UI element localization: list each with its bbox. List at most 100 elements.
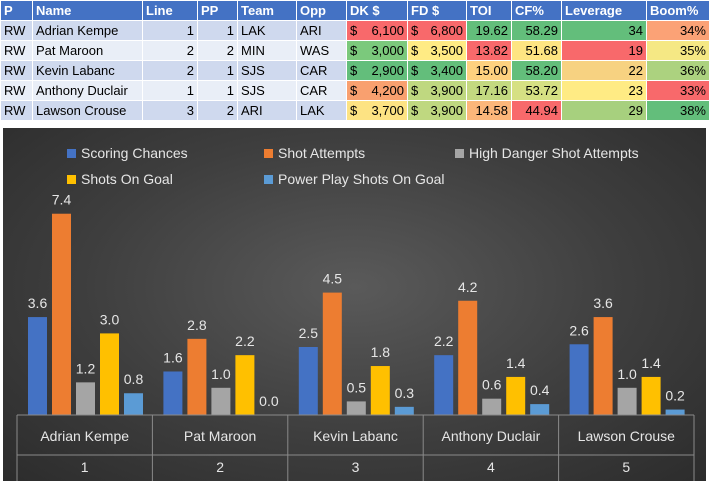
data-label: 2.5: [299, 325, 319, 341]
data-label: 0.8: [124, 371, 144, 387]
header-p[interactable]: P: [0, 0, 33, 21]
legend-label: Power Play Shots On Goal: [278, 171, 445, 187]
bar[interactable]: [370, 366, 390, 415]
category-label: Pat Maroon: [184, 428, 256, 444]
bar[interactable]: [52, 213, 71, 415]
bar[interactable]: [569, 344, 589, 415]
cell-cf: 44.94: [511, 100, 562, 121]
cell-pp: 2: [197, 40, 238, 61]
bar[interactable]: [76, 382, 95, 415]
header-toi[interactable]: TOI: [466, 0, 512, 21]
data-label: 0.2: [665, 388, 685, 404]
cell-dk: $6,100: [346, 20, 408, 41]
legend-label: Shot Attempts: [278, 145, 366, 161]
legend-swatch: [67, 148, 76, 158]
cell-boom: 33%: [646, 80, 709, 101]
legend-item[interactable]: Scoring Chances: [67, 145, 188, 161]
data-label: 3.6: [28, 295, 48, 311]
currency-symbol: $: [411, 63, 419, 78]
cell-cf: 58.29: [511, 20, 562, 41]
cell-opp: ARI: [296, 20, 347, 41]
cell-opp: LAK: [296, 100, 347, 121]
cell-fd: $6,800: [407, 20, 467, 41]
table-row[interactable]: RW Adrian Kempe 1 1 LAK ARI $6,100 $6,800 19.62 5…: [0, 20, 709, 41]
header-pp[interactable]: PP: [197, 0, 238, 21]
data-label: 3.0: [100, 311, 120, 327]
bar[interactable]: [394, 406, 414, 415]
cell-team: MIN: [237, 40, 297, 61]
cell-position: RW: [0, 20, 33, 41]
bar[interactable]: [322, 292, 342, 415]
currency-symbol: $: [350, 63, 358, 78]
bar[interactable]: [530, 404, 550, 415]
cell-line: 1: [142, 20, 198, 41]
data-label: 2.8: [187, 317, 207, 333]
header-dk[interactable]: DK $: [346, 0, 408, 21]
cell-line: 2: [142, 40, 198, 61]
legend-item[interactable]: High Danger Shot Attempts: [455, 145, 639, 161]
table-row[interactable]: RW Pat Maroon 2 2 MIN WAS $3,000 $3,500 13.82 51.…: [0, 40, 709, 61]
bar[interactable]: [124, 393, 143, 415]
bar[interactable]: [434, 355, 454, 415]
cell-leverage: 22: [561, 60, 647, 81]
player-table: P Name Line PP Team Opp DK $ FD $ TOI CF…: [0, 0, 709, 121]
bar[interactable]: [617, 387, 637, 415]
cell-fd: $3,900: [407, 100, 467, 121]
bar[interactable]: [665, 409, 685, 415]
header-boom[interactable]: Boom%: [646, 0, 709, 21]
header-name[interactable]: Name: [32, 0, 143, 21]
cell-pp: 1: [197, 60, 238, 81]
data-label: 4.2: [458, 279, 478, 295]
cell-leverage: 19: [561, 40, 647, 61]
category-index-label: 2: [216, 459, 224, 475]
bar[interactable]: [482, 398, 502, 415]
bar[interactable]: [641, 376, 661, 415]
data-label: 0.5: [347, 379, 367, 395]
table-row[interactable]: RW Anthony Duclair 1 1 SJS CAR $4,200 $3,900 17.…: [0, 80, 709, 101]
bar[interactable]: [211, 387, 231, 415]
cell-pp: 1: [197, 20, 238, 41]
cell-position: RW: [0, 60, 33, 81]
category-label: Lawson Crouse: [578, 428, 675, 444]
bar[interactable]: [298, 347, 318, 415]
bar[interactable]: [346, 401, 366, 415]
header-leverage[interactable]: Leverage: [561, 0, 647, 21]
bar[interactable]: [458, 300, 478, 415]
category-label: Kevin Labanc: [313, 428, 398, 444]
header-cf[interactable]: CF%: [511, 0, 562, 21]
header-line[interactable]: Line: [142, 0, 198, 21]
bar[interactable]: [506, 376, 526, 415]
bar[interactable]: [187, 338, 207, 415]
data-label: 1.4: [506, 355, 526, 371]
price-value: 3,900: [430, 83, 463, 98]
cell-team: ARI: [237, 100, 297, 121]
cell-toi: 14.58: [466, 100, 512, 121]
cell-toi: 15.00: [466, 60, 512, 81]
header-team[interactable]: Team: [237, 0, 297, 21]
cell-name: Lawson Crouse: [32, 100, 143, 121]
legend-item[interactable]: Shots On Goal: [67, 171, 173, 187]
bar[interactable]: [163, 371, 183, 415]
bar[interactable]: [593, 317, 613, 415]
legend-swatch: [455, 148, 464, 158]
category-label: Adrian Kempe: [40, 428, 129, 444]
bar[interactable]: [100, 333, 119, 415]
bar[interactable]: [235, 355, 255, 415]
currency-symbol: $: [411, 103, 419, 118]
table-row[interactable]: RW Lawson Crouse 3 2 ARI LAK $3,700 $3,900 14.58…: [0, 100, 709, 121]
category-index-label: 3: [352, 459, 360, 475]
legend-swatch: [67, 174, 76, 184]
bar[interactable]: [28, 317, 47, 415]
data-label: 1.6: [163, 349, 183, 365]
legend-item[interactable]: Shot Attempts: [264, 145, 365, 161]
cell-boom: 38%: [646, 100, 709, 121]
price-value: 3,700: [371, 103, 404, 118]
header-fd[interactable]: FD $: [407, 0, 467, 21]
stats-bar-chart: Scoring Chances Shot Attempts High Danger …: [3, 128, 706, 481]
table-row[interactable]: RW Kevin Labanc 2 1 SJS CAR $2,900 $3,400 15.00 5…: [0, 60, 709, 81]
legend-swatch: [264, 174, 273, 184]
data-label: 0.6: [482, 377, 502, 393]
header-opp[interactable]: Opp: [296, 0, 347, 21]
category-index-label: 5: [622, 459, 630, 475]
legend-item[interactable]: Power Play Shots On Goal: [264, 171, 445, 187]
